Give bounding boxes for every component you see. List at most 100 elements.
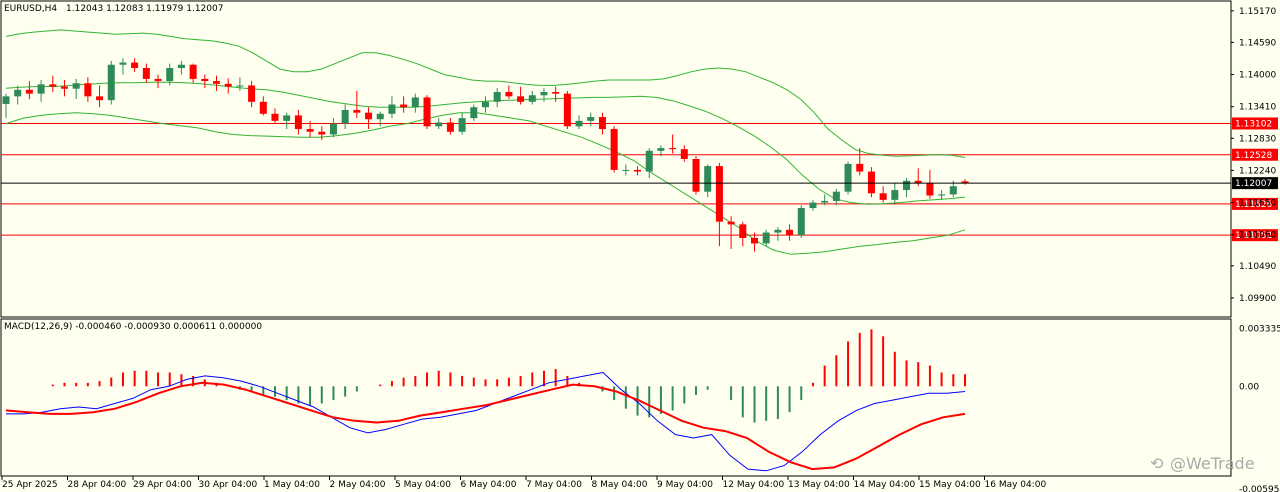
- candle-body: [119, 62, 127, 65]
- price-tick-label: 1.10490: [1239, 262, 1276, 272]
- candle-body: [318, 131, 326, 135]
- time-tick-label: 6 May 04:00: [461, 480, 517, 490]
- candle-body: [505, 91, 513, 97]
- price-tick-label: 1.11060: [1239, 231, 1276, 241]
- candle-body: [680, 149, 688, 159]
- price-tick-label: 1.12240: [1239, 166, 1276, 176]
- candle-body: [739, 224, 747, 238]
- ohlc-readout: 1.12043 1.12083 1.11979 1.12007: [66, 4, 223, 14]
- price-line-label-bg: [1232, 148, 1278, 161]
- candle-body: [634, 169, 642, 172]
- macd-header: MACD(12,26,9) -0.000460 -0.000930 0.0006…: [4, 322, 262, 332]
- price-panel-frame: [0, 0, 1232, 318]
- candle-body: [224, 83, 232, 87]
- time-tick-label: 28 Apr 04:00: [68, 480, 127, 490]
- time-tick-label: 5 May 04:00: [395, 480, 451, 490]
- candle-body: [236, 85, 244, 87]
- time-tick-label: 14 May 04:00: [854, 480, 916, 490]
- price-line-label-bg: [1232, 117, 1278, 130]
- price-tick-label: 1.14590: [1239, 38, 1276, 48]
- candle-body: [493, 91, 501, 102]
- macd-lines: [5, 371, 966, 472]
- candle-body: [213, 81, 221, 84]
- candle-body: [329, 123, 337, 135]
- candle-body: [177, 64, 185, 69]
- time-tick-label: 1 May 04:00: [264, 480, 320, 490]
- candle-body: [762, 232, 770, 244]
- candle-body: [949, 186, 957, 195]
- candle-body: [72, 83, 80, 89]
- candle-body: [470, 107, 478, 119]
- price-tick-label: 1.11650: [1239, 199, 1276, 209]
- candle-body: [938, 194, 946, 196]
- time-tick-label: 15 May 04:00: [919, 480, 981, 490]
- price-line-label: 1.13102: [1235, 119, 1272, 129]
- candle-body: [552, 91, 560, 94]
- candle-body: [259, 101, 267, 114]
- candle-body: [14, 89, 22, 97]
- macd-axis: 0.003335 0.00 -0.00595: [1239, 325, 1280, 492]
- current-price-label-bg: [1232, 177, 1278, 190]
- candle-body: [598, 117, 606, 130]
- macd-panel[interactable]: 0.003335 0.00 -0.00595 MACD(12,26,9) -0.00…: [0, 318, 1280, 492]
- candle-body: [96, 96, 104, 101]
- candle-body: [692, 159, 700, 192]
- candle-body: [294, 115, 302, 130]
- price-panel[interactable]: 1.12007 1.13102 1.12528 1.11626 1.11052 1.15…: [0, 0, 1278, 318]
- time-tick-label: 7 May 04:00: [526, 480, 582, 490]
- time-tick-label: 9 May 04:00: [657, 480, 713, 490]
- candle-body: [37, 84, 45, 94]
- candle-body: [2, 96, 10, 104]
- candle-body: [645, 150, 653, 172]
- candles: [2, 58, 969, 252]
- current-price-line: 1.12007: [1, 177, 1278, 190]
- candle-body: [154, 78, 162, 82]
- candle-body: [926, 183, 934, 196]
- candle-body: [60, 86, 68, 89]
- price-tick-label: 1.14000: [1239, 71, 1276, 81]
- candle-body: [271, 113, 279, 121]
- candle-body: [201, 78, 209, 82]
- price-line-label-bg: [1232, 229, 1278, 242]
- candle-body: [49, 84, 57, 87]
- candle-body: [142, 68, 150, 79]
- candle-body: [423, 97, 431, 127]
- time-tick-label: 29 Apr 04:00: [133, 480, 192, 490]
- candle-body: [25, 89, 33, 94]
- candle-body: [657, 148, 665, 151]
- price-tick-label: 1.15170: [1239, 7, 1276, 17]
- candle-body: [914, 180, 922, 184]
- macd-tick-label: 0.00: [1239, 382, 1259, 392]
- bollinger-lower-line: [5, 112, 966, 255]
- watermark: ⟲ @WeTrade: [1150, 454, 1255, 473]
- candle-body: [610, 129, 618, 170]
- candle-body: [517, 96, 525, 102]
- watermark-text: @WeTrade: [1170, 454, 1255, 473]
- candle-body: [575, 120, 583, 127]
- candle-body: [84, 83, 92, 97]
- candle-body: [844, 163, 852, 192]
- candle-body: [750, 238, 758, 244]
- candle-body: [376, 113, 384, 120]
- candle-body: [563, 93, 571, 127]
- candle-body: [809, 202, 817, 209]
- candle-body: [856, 163, 864, 172]
- candle-body: [131, 62, 139, 69]
- price-tick-label: 1.13410: [1239, 103, 1276, 113]
- price-axis: 1.13102 1.12528 1.11626 1.11052 1.15170 1.145…: [1231, 7, 1278, 304]
- candle-body: [867, 171, 875, 194]
- candle-body: [903, 180, 911, 191]
- candle-body: [528, 95, 536, 102]
- candle-body: [622, 169, 630, 171]
- time-tick-label: 2 May 04:00: [330, 480, 386, 490]
- candle-body: [166, 68, 174, 82]
- macd-line: [6, 371, 966, 472]
- candle-body: [107, 64, 115, 101]
- candle-body: [435, 122, 443, 127]
- time-tick-label: 30 Apr 04:00: [199, 480, 258, 490]
- candle-body: [669, 148, 677, 150]
- time-axis: 25 Apr 2025 28 Apr 04:00 29 Apr 04:00 30 Ap…: [1, 476, 1046, 490]
- candle-body: [832, 191, 840, 201]
- time-tick-label: 25 Apr 2025: [2, 480, 58, 490]
